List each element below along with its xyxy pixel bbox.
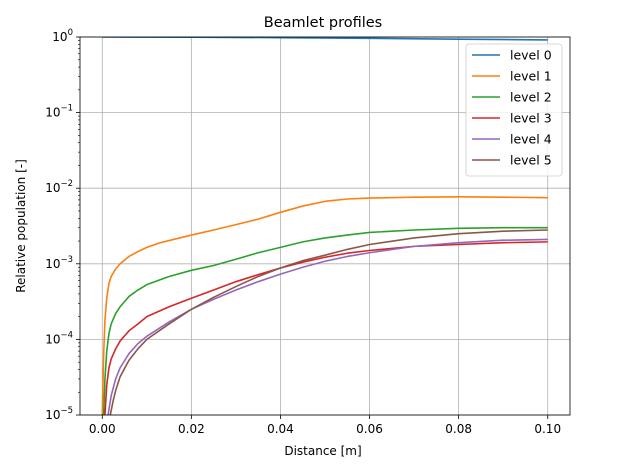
legend-label: level 1 bbox=[510, 69, 552, 84]
legend-box bbox=[465, 43, 563, 177]
x-axis-label: Distance [m] bbox=[284, 444, 361, 458]
legend-label: level 5 bbox=[510, 153, 552, 168]
series-line-level-4 bbox=[107, 238, 548, 415]
legend-label: level 2 bbox=[510, 90, 552, 105]
y-tick-label: 100 bbox=[52, 28, 73, 44]
y-tick-label: 10−5 bbox=[45, 406, 73, 422]
y-tick-label: 10−3 bbox=[45, 255, 73, 271]
series-line-level-2 bbox=[102, 226, 548, 415]
x-axis-ticks: 0.00 0.02 0.04 0.06 0.08 0.10 bbox=[89, 415, 561, 436]
series-line-level-5 bbox=[109, 229, 548, 415]
chart-title: Beamlet profiles bbox=[264, 15, 382, 31]
x-tick-label: 0.10 bbox=[534, 422, 561, 436]
legend-label: level 3 bbox=[510, 111, 552, 126]
x-tick-label: 0.08 bbox=[445, 422, 472, 436]
series-lines bbox=[101, 37, 548, 415]
y-tick-label: 10−1 bbox=[45, 104, 73, 120]
y-tick-label: 10−4 bbox=[45, 330, 73, 346]
x-tick-label: 0.04 bbox=[267, 422, 294, 436]
x-tick-label: 0.02 bbox=[178, 422, 205, 436]
series-line-level-3 bbox=[104, 241, 548, 415]
legend-label: level 4 bbox=[510, 132, 552, 147]
y-axis-ticks: 10−5 10−4 10−3 10−2 10−1 100 bbox=[45, 28, 80, 422]
x-tick-label: 0.00 bbox=[89, 422, 116, 436]
axes-frame bbox=[79, 36, 571, 416]
x-tick-label: 0.06 bbox=[356, 422, 383, 436]
series-line-level-1 bbox=[101, 195, 548, 415]
y-axis-label: Relative population [-] bbox=[14, 159, 28, 293]
legend: level 0 level 1 level 2 level 3 level 4 level… bbox=[465, 43, 563, 177]
legend-label: level 0 bbox=[510, 48, 552, 63]
y-tick-label: 10−2 bbox=[45, 179, 73, 195]
